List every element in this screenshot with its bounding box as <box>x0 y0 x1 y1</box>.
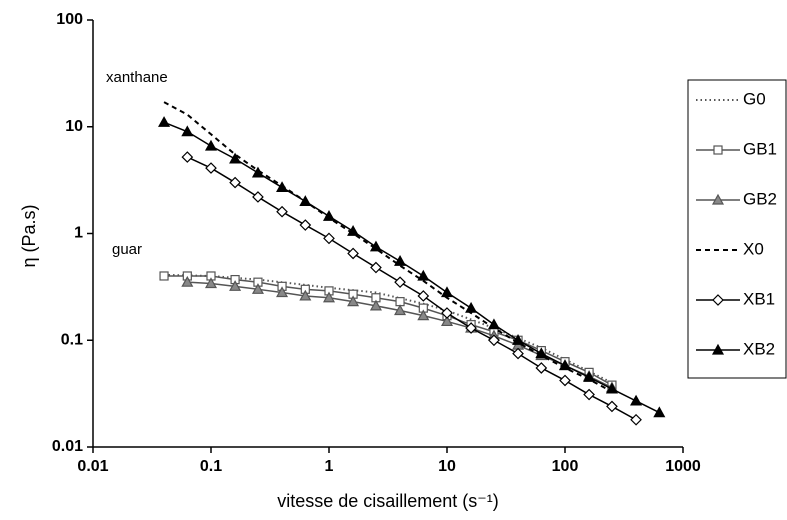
y-tick-label: 100 <box>56 11 83 28</box>
legend-marker <box>713 145 723 155</box>
marker <box>229 176 241 189</box>
x-tick-label: 100 <box>552 458 579 475</box>
marker <box>369 240 382 252</box>
marker <box>441 307 453 319</box>
marker <box>181 151 194 163</box>
x-tick-label: 1 <box>325 458 334 475</box>
series-line <box>187 156 637 421</box>
marker <box>417 290 430 302</box>
marker <box>276 205 288 218</box>
marker <box>299 195 312 206</box>
marker <box>583 388 595 401</box>
marker <box>417 309 430 321</box>
x-tick-label: 10 <box>438 458 456 475</box>
marker <box>276 286 289 298</box>
marker <box>251 166 264 178</box>
marker <box>251 283 264 294</box>
legend-marker <box>711 343 725 355</box>
marker <box>630 394 643 406</box>
marker <box>347 295 360 307</box>
marker <box>276 181 289 193</box>
legend-label: XB2 <box>743 339 775 358</box>
marker <box>323 232 335 245</box>
marker <box>229 152 242 164</box>
marker <box>322 291 336 303</box>
marker <box>322 210 336 221</box>
marker <box>204 277 218 289</box>
marker <box>394 276 406 289</box>
marker <box>158 116 171 127</box>
marker <box>440 286 454 298</box>
marker <box>299 289 312 301</box>
marker <box>370 261 382 274</box>
y-tick-label: 10 <box>65 118 83 135</box>
marker <box>394 254 407 266</box>
annotation: xanthane <box>106 69 168 86</box>
marker <box>205 162 217 174</box>
marker <box>653 406 666 418</box>
marker <box>606 400 618 413</box>
legend-label: GB1 <box>743 139 777 158</box>
marker <box>512 334 525 345</box>
y-tick-label: 0.1 <box>61 331 83 348</box>
legend-label: X0 <box>743 239 764 258</box>
marker <box>181 275 194 287</box>
x-tick-label: 0.01 <box>77 458 108 475</box>
legend-marker <box>712 294 724 306</box>
marker <box>417 269 430 281</box>
marker <box>229 280 242 291</box>
legend-label: G0 <box>743 89 766 108</box>
marker <box>181 125 194 137</box>
legend-label: GB2 <box>743 189 777 208</box>
marker <box>159 271 169 281</box>
marker <box>347 225 360 236</box>
x-tick-label: 0.1 <box>200 458 222 475</box>
marker <box>559 374 571 387</box>
legend-box <box>687 79 787 379</box>
marker <box>583 371 596 382</box>
marker <box>630 413 642 426</box>
marker <box>488 334 500 347</box>
y-tick-label: 0.01 <box>52 438 83 455</box>
series-line <box>163 101 613 393</box>
marker <box>347 247 359 260</box>
marker <box>535 362 548 374</box>
legend-marker <box>711 193 725 205</box>
x-tick-label: 1000 <box>665 458 701 475</box>
annotation: guar <box>112 241 142 258</box>
series-line <box>163 121 660 414</box>
marker <box>252 191 264 203</box>
marker <box>394 304 407 316</box>
marker <box>369 299 382 311</box>
marker <box>512 347 524 360</box>
marker <box>487 318 500 330</box>
marker <box>535 347 548 359</box>
x-axis-label: vitesse de cisaillement (s⁻¹) <box>277 491 499 511</box>
marker <box>558 359 572 371</box>
legend-label: XB1 <box>743 289 775 308</box>
marker <box>465 301 478 313</box>
marker <box>465 322 477 334</box>
marker <box>440 315 454 327</box>
y-tick-label: 1 <box>74 225 83 242</box>
y-axis-label: η (Pa.s) <box>19 204 39 267</box>
marker <box>299 219 312 231</box>
marker <box>605 382 618 394</box>
marker <box>204 139 218 151</box>
